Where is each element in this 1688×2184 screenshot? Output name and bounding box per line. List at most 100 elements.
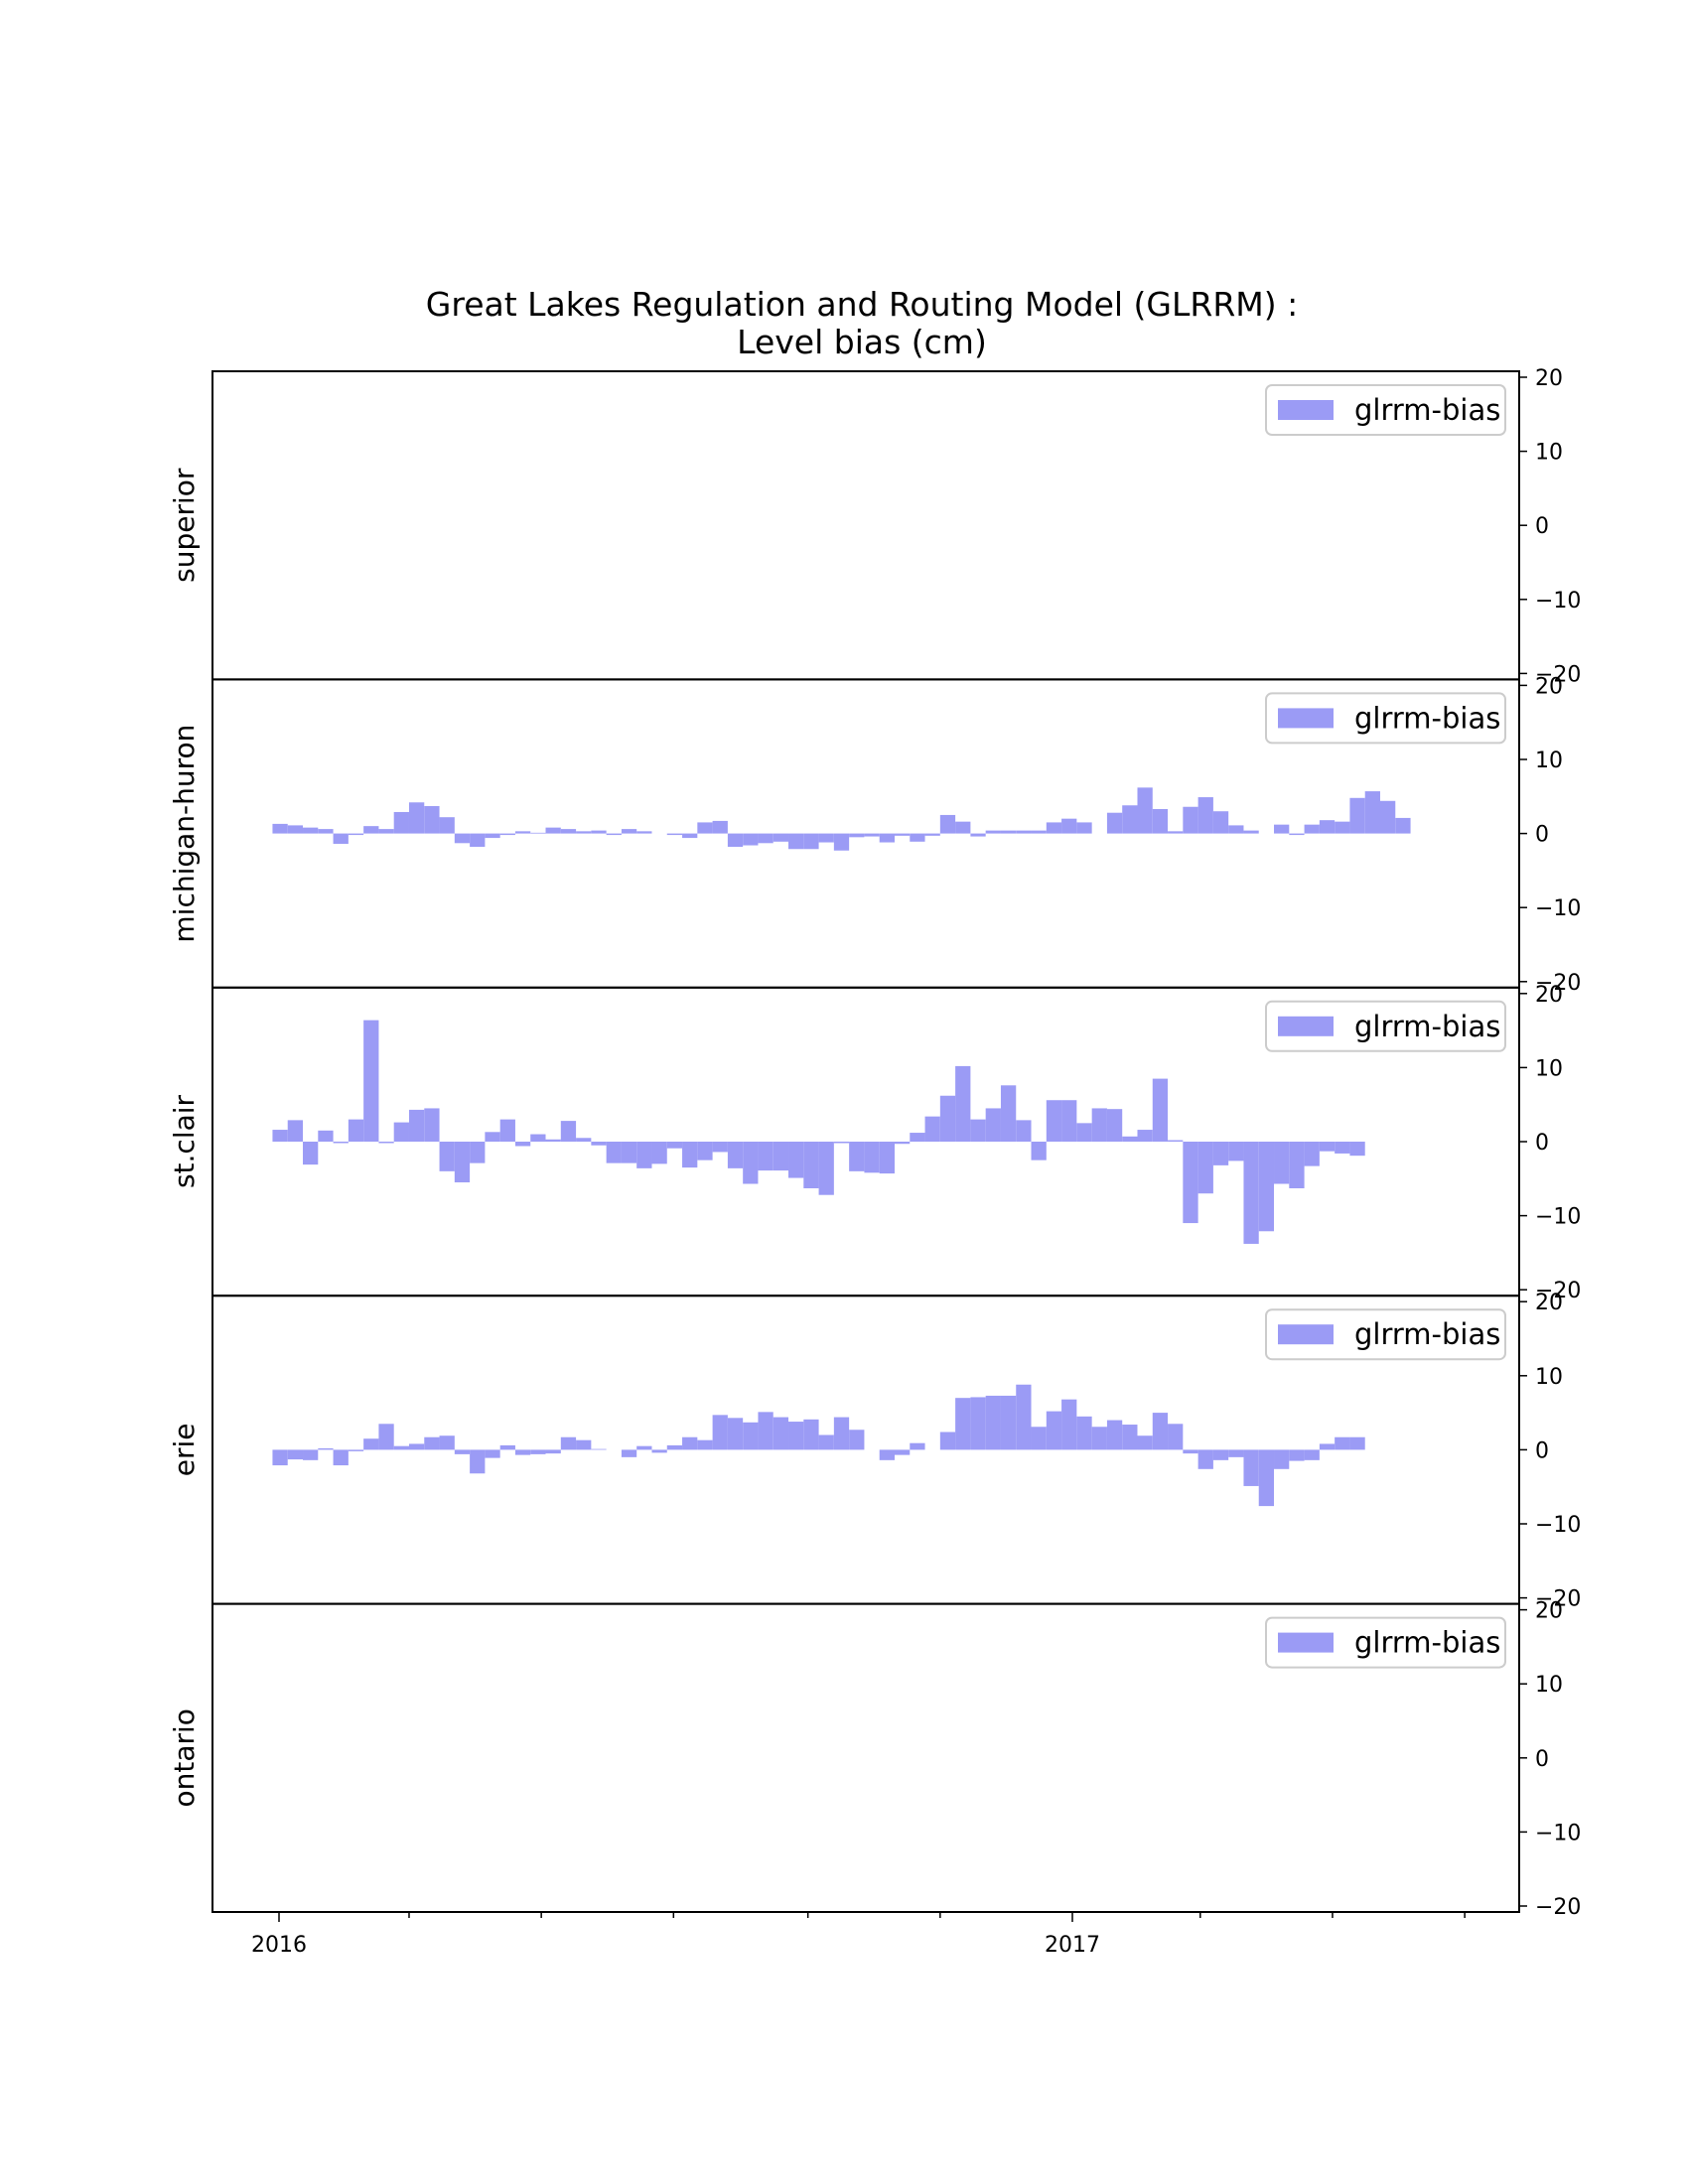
legend: glrrm-bias [1265,384,1506,436]
bar [287,1449,304,1460]
legend: glrrm-bias [1265,1308,1506,1361]
bar [439,1142,455,1171]
bar [303,1449,319,1460]
bar [1243,1142,1259,1244]
y-tick-label: 0 [1535,823,1549,848]
bar [378,1142,394,1144]
bar [924,1116,940,1142]
bar [621,1449,637,1457]
bar [1000,1085,1017,1142]
bar [530,832,546,834]
bar [697,1439,713,1450]
bar [1091,1108,1107,1142]
bar [1304,824,1320,834]
bar [1289,1142,1305,1188]
bar [1152,1078,1169,1142]
bar [333,833,349,845]
bar [1258,1142,1275,1232]
legend: glrrm-bias [1265,1616,1506,1669]
bar [1000,1395,1017,1450]
bar [682,1142,698,1168]
x-tick-label: 2016 [251,1933,307,1958]
bar [514,831,531,834]
y-tick-label: −10 [1535,1821,1581,1845]
bar [1046,822,1062,834]
y-tick-label: 0 [1535,1131,1549,1156]
bar [803,1142,819,1188]
bar [1000,830,1017,834]
bar [1061,818,1077,834]
bar [955,821,971,834]
y-tick-label: −20 [1535,1279,1581,1303]
legend-box [1265,1000,1506,1052]
panel-label: ontario [168,1708,201,1807]
bar [818,1142,834,1195]
bar [1212,1449,1229,1460]
bar [666,1444,683,1450]
bar [1212,811,1229,834]
bar [363,1438,379,1450]
y-tick-label: 20 [1535,1291,1563,1315]
bar [272,1130,288,1142]
bar [894,1142,911,1145]
bar [1046,1411,1062,1450]
bar [1274,1449,1290,1469]
bar [788,1422,804,1450]
bar [514,1142,531,1147]
bar [1122,1425,1138,1450]
bar [606,833,622,836]
bar [408,1443,425,1450]
bar [773,833,789,842]
y-tick-label: 0 [1535,1747,1549,1772]
bar [864,833,880,837]
y-tick-label: −10 [1535,589,1581,614]
bar [1349,797,1365,834]
bar [1061,1399,1077,1450]
bar [1243,830,1259,834]
bar [303,1142,319,1165]
bar [1137,1130,1153,1142]
bar [833,1417,850,1450]
bar [530,1134,546,1142]
bar [1197,1142,1213,1194]
chart-subtitle: Level bias (cm) [737,323,987,361]
bar [1395,817,1411,834]
bar [1076,1416,1092,1450]
bar [348,1449,364,1451]
bar [651,1142,667,1164]
panel-label: st.clair [168,1094,201,1188]
y-tick-label: 20 [1535,674,1563,699]
bar [470,833,486,848]
bar [424,1108,440,1142]
bar [393,811,409,834]
bar [682,833,698,839]
bar [1152,808,1169,834]
bar [970,1397,986,1450]
bar [1137,1435,1153,1450]
bar [1152,1413,1169,1450]
bar [348,833,364,836]
bar [924,833,940,836]
bar [955,1065,971,1142]
bar [1091,1427,1107,1450]
bar [454,1142,471,1183]
bar [803,833,819,850]
bar [743,1142,759,1184]
bar [894,1449,911,1455]
bar [485,1449,500,1458]
bar [727,1142,744,1168]
bar [1319,820,1336,834]
bar [803,1419,819,1450]
bar [408,1109,425,1142]
y-tick-label: 0 [1535,1438,1549,1463]
bar [318,1130,334,1142]
bar [1289,833,1305,836]
bar [591,1142,607,1146]
bar [1228,1449,1244,1457]
bar [454,1449,471,1454]
bar [939,1095,956,1142]
x-tick-label: 2017 [1045,1933,1100,1958]
legend-swatch [1278,708,1334,729]
legend-box [1265,1308,1506,1361]
